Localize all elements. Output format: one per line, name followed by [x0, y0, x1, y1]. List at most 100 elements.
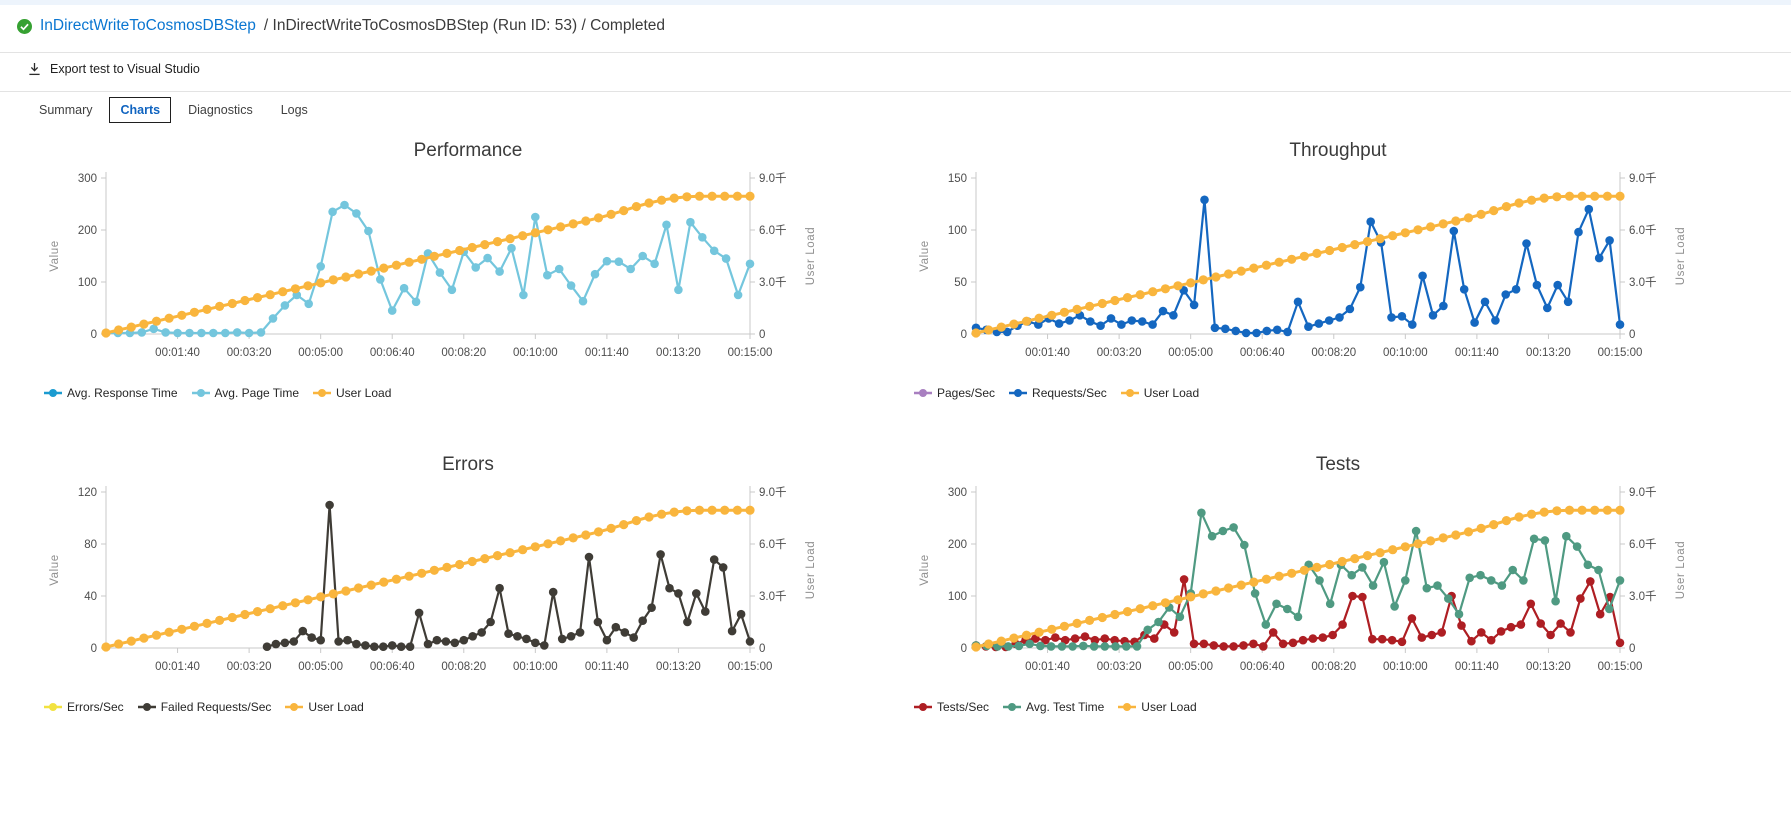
svg-text:120: 120 [78, 487, 97, 499]
svg-text:00:05:00: 00:05:00 [298, 347, 343, 359]
legend-label: Avg. Response Time [67, 386, 178, 400]
legend-item-user-load[interactable]: User Load [1120, 386, 1200, 400]
chart-plot-throughput[interactable]: 0 0 50 3.0千 100 6.0千 150 9.0千 00:01:40 00:03:20 00… [898, 166, 1778, 378]
svg-text:6.0千: 6.0千 [1629, 224, 1657, 237]
legend-marker-icon [137, 703, 156, 711]
export-toolbar: Export test to Visual Studio [28, 62, 200, 76]
export-test-button[interactable]: Export test to Visual Studio [50, 62, 200, 76]
legend-marker-icon [1009, 389, 1028, 397]
svg-text:00:13:20: 00:13:20 [656, 347, 701, 359]
legend-item-errors-sec[interactable]: Errors/Sec [44, 700, 124, 714]
svg-text:User Load: User Load [1675, 541, 1687, 599]
svg-text:00:06:40: 00:06:40 [1240, 347, 1285, 359]
svg-text:00:03:20: 00:03:20 [227, 661, 272, 673]
legend-marker-icon [1118, 703, 1137, 711]
tab-diagnostics[interactable]: Diagnostics [188, 103, 253, 117]
svg-text:0: 0 [759, 329, 765, 341]
svg-text:100: 100 [948, 591, 967, 603]
svg-text:00:15:00: 00:15:00 [728, 347, 773, 359]
chart-title: Performance [413, 140, 523, 161]
svg-text:00:08:20: 00:08:20 [1311, 661, 1356, 673]
svg-text:00:15:00: 00:15:00 [728, 661, 773, 673]
svg-text:3.0千: 3.0千 [759, 276, 787, 289]
legend-marker-icon [191, 389, 210, 397]
chart-errors: Errors 0 0 40 3.0千 80 6.0千 120 9.0千 00:01:40 00:0… [28, 452, 908, 732]
svg-text:00:03:20: 00:03:20 [227, 347, 272, 359]
svg-text:User Load: User Load [1675, 227, 1687, 285]
svg-text:Value: Value [919, 240, 931, 272]
svg-text:0: 0 [961, 643, 967, 655]
svg-text:00:15:00: 00:15:00 [1598, 661, 1643, 673]
chart-tests: Tests 0 0 100 3.0千 200 6.0千 300 9.0千 00:01:40 00:… [898, 452, 1778, 732]
chart-legend: Pages/Sec Requests/Sec User Load [914, 386, 1778, 400]
chart-legend: Tests/Sec Avg. Test Time User Load [914, 700, 1778, 714]
breadcrumb: InDirectWriteToCosmosDBStep / InDirectWr… [17, 17, 665, 35]
download-icon [29, 62, 40, 76]
legend-item-avg-test-time[interactable]: Avg. Test Time [1003, 700, 1104, 714]
svg-text:3.0千: 3.0千 [759, 590, 787, 603]
legend-item-user-load[interactable]: User Load [1118, 700, 1197, 714]
legend-marker-icon [313, 389, 332, 397]
tab-summary[interactable]: Summary [39, 103, 93, 117]
svg-text:00:01:40: 00:01:40 [1025, 661, 1070, 673]
svg-text:User Load: User Load [805, 227, 817, 285]
breadcrumb-run-link[interactable]: InDirectWriteToCosmosDBStep [40, 17, 256, 34]
check-circle-icon [17, 18, 32, 34]
svg-text:00:01:40: 00:01:40 [155, 347, 200, 359]
svg-text:200: 200 [948, 539, 967, 551]
svg-text:00:10:00: 00:10:00 [1383, 347, 1428, 359]
svg-text:00:08:20: 00:08:20 [441, 347, 486, 359]
svg-text:0: 0 [1629, 643, 1635, 655]
legend-item-avg-page-time[interactable]: Avg. Page Time [191, 386, 300, 400]
svg-text:3.0千: 3.0千 [1629, 590, 1657, 603]
legend-item-user-load[interactable]: User Load [285, 700, 364, 714]
legend-label: Avg. Page Time [214, 386, 300, 400]
legend-label: Pages/Sec [937, 386, 996, 400]
legend-marker-icon [914, 703, 932, 711]
svg-text:0: 0 [91, 643, 97, 655]
svg-text:0: 0 [1629, 329, 1635, 341]
svg-text:40: 40 [84, 591, 97, 603]
svg-text:00:05:00: 00:05:00 [298, 661, 343, 673]
svg-text:00:13:20: 00:13:20 [1526, 661, 1571, 673]
chart-title: Throughput [1289, 140, 1387, 161]
svg-text:300: 300 [948, 487, 967, 499]
svg-text:Value: Value [49, 240, 61, 272]
chart-legend: Errors/Sec Failed Requests/Sec User Load [44, 700, 908, 714]
svg-text:00:11:40: 00:11:40 [1455, 661, 1499, 673]
chart-performance: Performance 0 0 100 3.0千 200 6.0千 300 9.0千 00:01… [28, 138, 908, 418]
chart-plot-performance[interactable]: 0 0 100 3.0千 200 6.0千 300 9.0千 00:01:40 00:03:20 0… [28, 166, 908, 378]
legend-item-avg-response-time[interactable]: Avg. Response Time [44, 386, 178, 400]
svg-text:50: 50 [954, 277, 967, 289]
legend-marker-icon [285, 703, 304, 711]
chart-plot-errors[interactable]: 0 0 40 3.0千 80 6.0千 120 9.0千 00:01:40 00:03:20 00:… [28, 480, 908, 692]
svg-text:00:10:00: 00:10:00 [1383, 661, 1428, 673]
svg-text:0: 0 [91, 329, 97, 341]
legend-item-tests-sec[interactable]: Tests/Sec [914, 700, 989, 714]
legend-marker-icon [1003, 703, 1022, 711]
svg-text:00:06:40: 00:06:40 [370, 661, 415, 673]
tab-charts[interactable]: Charts [109, 97, 172, 123]
svg-text:9.0千: 9.0千 [1629, 172, 1657, 185]
legend-marker-icon [44, 389, 62, 397]
top-strip [0, 0, 1791, 5]
svg-text:Value: Value [919, 554, 931, 586]
legend-item-user-load[interactable]: User Load [313, 386, 391, 400]
svg-text:6.0千: 6.0千 [759, 224, 787, 237]
svg-text:00:15:00: 00:15:00 [1598, 347, 1643, 359]
svg-text:00:03:20: 00:03:20 [1097, 661, 1142, 673]
legend-label: User Load [1141, 700, 1197, 714]
svg-text:100: 100 [78, 277, 97, 289]
tab-logs[interactable]: Logs [280, 103, 308, 117]
legend-label: User Load [1143, 386, 1200, 400]
legend-item-pages-sec[interactable]: Pages/Sec [914, 386, 995, 400]
chart-plot-tests[interactable]: 0 0 100 3.0千 200 6.0千 300 9.0千 00:01:40 00:03:20 0… [898, 480, 1778, 692]
legend-item-requests-sec[interactable]: Requests/Sec [1009, 386, 1107, 400]
legend-item-failed-requests-sec[interactable]: Failed Requests/Sec [137, 700, 271, 714]
svg-text:00:05:00: 00:05:00 [1168, 661, 1213, 673]
svg-text:00:13:20: 00:13:20 [656, 661, 701, 673]
svg-text:00:03:20: 00:03:20 [1097, 347, 1142, 359]
svg-text:80: 80 [84, 539, 97, 551]
svg-text:00:10:00: 00:10:00 [513, 661, 558, 673]
svg-text:00:05:00: 00:05:00 [1168, 347, 1213, 359]
